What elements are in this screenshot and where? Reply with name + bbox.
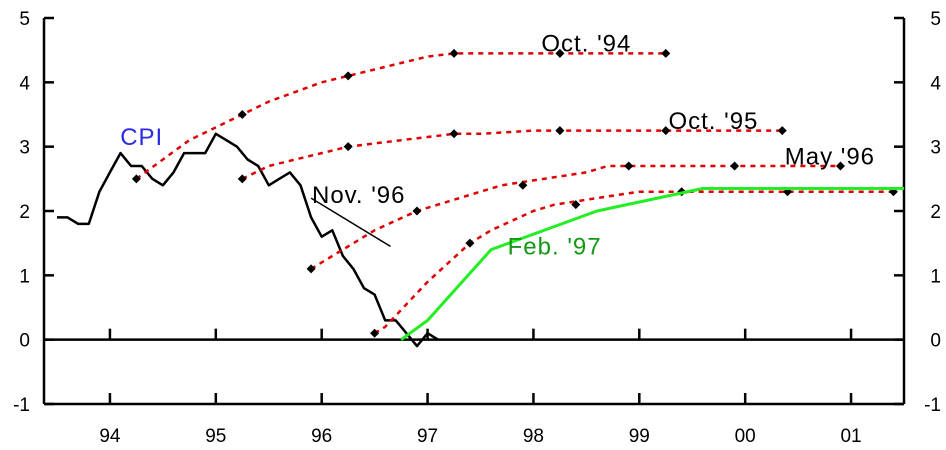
data-point-marker bbox=[412, 206, 422, 216]
y-tick-label-right: -1 bbox=[924, 395, 941, 416]
y-tick-label-right: 0 bbox=[930, 331, 941, 352]
labels-layer: CPI Oct. '94 Oct. '95 May '96 Nov. '96 Feb. '… bbox=[120, 31, 875, 261]
data-point-marker bbox=[237, 110, 247, 119]
x-tick-label: 01 bbox=[840, 426, 861, 447]
y-tick-label-right: 5 bbox=[930, 9, 941, 30]
x-tick-label: 94 bbox=[99, 426, 121, 447]
x-tick-label: 96 bbox=[311, 426, 332, 447]
x-tick-label: 00 bbox=[735, 426, 756, 447]
series-label: CPI bbox=[120, 124, 163, 151]
data-point-marker bbox=[661, 48, 671, 58]
y-tick-label-right: 4 bbox=[930, 73, 941, 94]
data-point-marker bbox=[555, 48, 565, 58]
y-tick-label-right: 1 bbox=[930, 266, 941, 287]
series-line-2 bbox=[241, 129, 783, 180]
series-layer bbox=[57, 48, 904, 348]
x-tick-label: 95 bbox=[205, 426, 226, 447]
series-line-0 bbox=[57, 132, 439, 348]
data-point-marker bbox=[777, 126, 787, 136]
axes: 5 54 43 32 21 10 0-1 -194 95 96 97 98 99 00 01 bbox=[13, 9, 941, 447]
x-tick-label: 98 bbox=[523, 426, 544, 447]
y-tick-label-left: 3 bbox=[19, 138, 30, 159]
y-tick-label-left: 0 bbox=[19, 331, 30, 352]
y-tick-label-left: -1 bbox=[13, 395, 30, 416]
data-point-marker bbox=[571, 200, 581, 210]
series-label: Oct. '95 bbox=[668, 108, 758, 135]
data-point-marker bbox=[449, 48, 459, 58]
data-point-marker bbox=[555, 126, 565, 136]
data-point-marker bbox=[835, 161, 845, 171]
data-point-marker bbox=[518, 180, 528, 190]
data-point-marker bbox=[465, 238, 475, 248]
y-tick-label-left: 4 bbox=[19, 73, 30, 94]
data-point-marker bbox=[624, 161, 634, 171]
y-tick-label-right: 3 bbox=[930, 138, 941, 159]
data-point-marker bbox=[131, 174, 141, 184]
y-tick-label-left: 5 bbox=[19, 9, 30, 30]
series-line-3 bbox=[310, 164, 841, 270]
series-label: Oct. '94 bbox=[541, 31, 631, 58]
series-label: Feb. '97 bbox=[508, 233, 602, 260]
nov96-leader-line bbox=[310, 197, 391, 248]
series-label: Nov. '96 bbox=[312, 182, 406, 209]
data-point-marker bbox=[306, 264, 316, 274]
y-tick-label-right: 2 bbox=[930, 202, 941, 223]
data-point-marker bbox=[661, 126, 671, 136]
data-point-marker bbox=[343, 71, 353, 81]
series-line-1 bbox=[135, 52, 666, 180]
series-label: May '96 bbox=[785, 143, 875, 170]
y-tick-label-left: 1 bbox=[19, 266, 30, 287]
series-line-5 bbox=[400, 187, 904, 341]
data-point-marker bbox=[237, 174, 247, 184]
data-point-marker bbox=[449, 129, 459, 139]
x-tick-label: 99 bbox=[629, 426, 650, 447]
series-line-4 bbox=[373, 190, 894, 335]
x-tick-label: 97 bbox=[417, 426, 438, 447]
data-point-marker bbox=[343, 142, 353, 152]
y-tick-label-left: 2 bbox=[19, 202, 30, 223]
data-point-marker bbox=[730, 161, 740, 171]
data-point-marker bbox=[370, 328, 380, 338]
